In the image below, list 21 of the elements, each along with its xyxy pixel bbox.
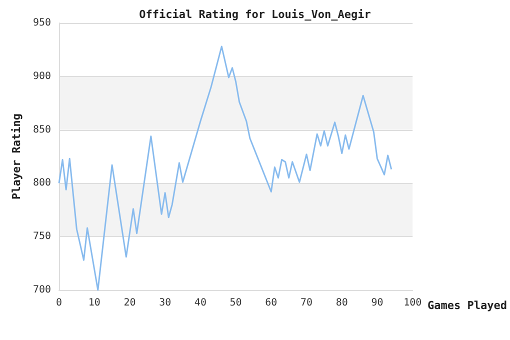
x-tick-label: 30 (159, 298, 172, 308)
line-series (58, 46, 392, 291)
x-tick-label: 10 (88, 298, 100, 308)
y-axis-title: Player Rating (10, 113, 24, 200)
y-tick-label: 700 (32, 284, 51, 296)
x-tick-label: 60 (265, 298, 278, 308)
x-tick-label: 80 (336, 298, 348, 308)
chart-title: Official Rating for Louis_Von_Aegir (139, 8, 372, 21)
y-tick-label: 850 (32, 124, 51, 136)
y-tick-label: 950 (32, 18, 51, 28)
x-tick-label: 0 (56, 298, 62, 308)
y-tick-label: 800 (32, 178, 51, 189)
x-tick-label: 50 (230, 298, 242, 308)
x-tick-label: 90 (371, 298, 384, 308)
x-tick-label: 100 (404, 298, 422, 308)
y-tick-label: 900 (32, 70, 51, 82)
x-axis-title: Games Played (428, 299, 507, 312)
x-tick-label: 70 (300, 298, 313, 308)
x-tick-label: 40 (194, 298, 206, 308)
y-tick-label: 750 (32, 231, 51, 242)
x-tick-label: 20 (124, 298, 136, 308)
